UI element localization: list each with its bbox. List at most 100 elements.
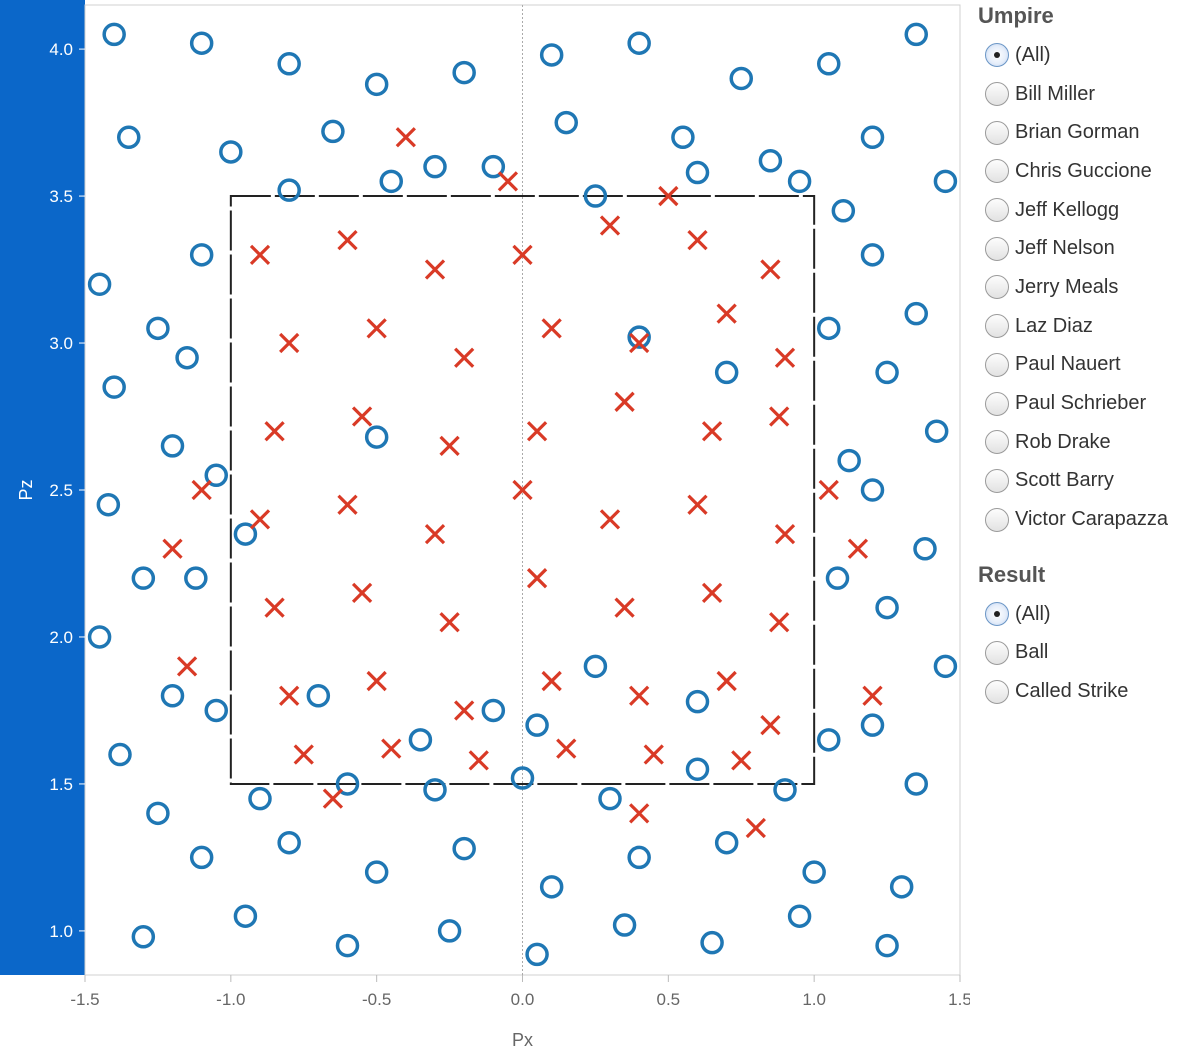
umpire-option-label: Paul Nauert — [1015, 353, 1121, 376]
strike-point — [322, 788, 344, 809]
result-option-label: (All) — [1015, 602, 1051, 625]
umpire-radio[interactable] — [985, 391, 1009, 416]
umpire-radio[interactable] — [985, 159, 1009, 184]
umpire-option-label: Chris Guccione — [1015, 159, 1152, 182]
umpire-option[interactable]: Laz Diaz — [978, 307, 1200, 346]
umpire-option-label: (All) — [1015, 43, 1051, 66]
x-tick-label: 0.5 — [657, 990, 681, 1009]
ball-point — [184, 566, 208, 590]
umpire-radio[interactable] — [985, 275, 1009, 300]
y-axis-label: Pz — [16, 479, 36, 500]
ball-point — [714, 360, 739, 385]
umpire-filter-title: Umpire — [978, 3, 1054, 28]
strike-point — [599, 509, 621, 530]
strike-point — [424, 259, 446, 280]
ball-point — [729, 66, 753, 91]
umpire-option[interactable]: Brian Gorman — [978, 113, 1200, 152]
umpire-radio[interactable] — [985, 198, 1009, 223]
umpire-option[interactable]: Paul Nauert — [978, 346, 1200, 385]
ball-point — [904, 772, 928, 796]
ball-point — [175, 345, 199, 370]
strike-point — [351, 582, 373, 604]
ball-point — [364, 425, 389, 449]
umpire-radio[interactable] — [985, 430, 1009, 455]
ball-point — [904, 22, 928, 47]
ball-point — [102, 375, 126, 399]
umpire-option[interactable]: (All) — [978, 36, 1200, 75]
result-radio[interactable] — [985, 679, 1009, 704]
ball-point — [204, 698, 228, 723]
umpire-option[interactable]: Scott Barry — [978, 462, 1200, 501]
umpire-option[interactable]: Paul Schrieber — [978, 384, 1200, 423]
y-tick-label: 2.0 — [49, 628, 73, 647]
strike-point — [716, 303, 737, 324]
ball-point — [825, 566, 850, 590]
umpire-option[interactable]: Rob Drake — [978, 423, 1200, 462]
strike-point — [769, 406, 790, 427]
ball-point — [539, 875, 564, 899]
strike-point — [701, 582, 723, 604]
umpire-option[interactable]: Victor Carapazza — [978, 500, 1200, 539]
strike-point — [629, 332, 650, 354]
strike-point — [541, 670, 562, 692]
result-radio[interactable] — [985, 602, 1009, 627]
ball-point — [933, 169, 958, 194]
strike-point — [614, 597, 635, 618]
strike-point — [818, 479, 839, 501]
x-tick-label: 0.0 — [511, 990, 535, 1009]
ball-point — [108, 742, 132, 767]
strike-point — [468, 750, 489, 771]
strike-point — [643, 744, 664, 765]
umpire-radio[interactable] — [985, 43, 1009, 68]
umpire-radio[interactable] — [985, 82, 1009, 107]
strike-point — [541, 318, 562, 339]
ball-point — [160, 434, 185, 458]
umpire-radio[interactable] — [985, 507, 1009, 532]
umpire-option[interactable]: Bill Miller — [978, 75, 1200, 114]
ball-point — [306, 684, 331, 708]
strike-point — [862, 685, 883, 706]
strike-point — [454, 347, 475, 368]
ball-point — [481, 698, 506, 723]
umpire-radio[interactable] — [985, 236, 1009, 261]
ball-point — [219, 140, 243, 164]
umpire-radio[interactable] — [985, 468, 1009, 493]
umpire-option-label: Paul Schrieber — [1015, 392, 1147, 415]
ball-point — [817, 52, 841, 76]
ball-point — [933, 654, 958, 679]
ball-point — [860, 713, 885, 737]
ball-point — [831, 199, 856, 223]
ball-point — [408, 728, 433, 752]
umpire-radio[interactable] — [985, 120, 1009, 145]
result-radio[interactable] — [985, 640, 1009, 665]
ball-point — [700, 930, 724, 955]
strike-point — [454, 700, 475, 721]
ball-point — [364, 860, 389, 884]
ball-point — [627, 845, 651, 870]
strike-point — [366, 318, 387, 339]
ball-point — [837, 448, 861, 473]
x-tick-label: 1.5 — [948, 990, 970, 1009]
result-option[interactable]: (All) — [978, 595, 1200, 634]
umpire-option[interactable]: Chris Guccione — [978, 152, 1200, 191]
result-option[interactable]: Called Strike — [978, 672, 1200, 711]
ball-point — [787, 169, 812, 194]
strike-point — [629, 803, 650, 824]
pitch-location-chart: -1.5 -1.0 -0.5 0.0 0.5 1.0 1.5 1.0 1.5 2.0 2.5 3.0 3… — [0, 0, 970, 1050]
umpire-option[interactable]: Jeff Kellogg — [978, 191, 1200, 230]
umpire-radio[interactable] — [985, 314, 1009, 339]
result-option-label: Ball — [1015, 641, 1049, 664]
umpire-radio[interactable] — [985, 352, 1009, 377]
strike-point — [439, 435, 460, 457]
ball-point — [904, 301, 928, 326]
strike-zone — [229, 195, 816, 785]
umpire-option[interactable]: Jerry Meals — [978, 268, 1200, 307]
result-filter-title: Result — [978, 561, 1046, 587]
umpire-option[interactable]: Jeff Nelson — [978, 229, 1200, 268]
ball-point — [875, 933, 899, 958]
ball-point — [423, 778, 447, 802]
umpire-option-label: Jeff Kellogg — [1015, 198, 1120, 221]
umpire-filter-options: (All) Bill Miller Brian Gorman Chris Guccio… — [978, 36, 1200, 539]
result-option[interactable]: Ball — [978, 634, 1200, 673]
strike-point — [176, 656, 198, 677]
